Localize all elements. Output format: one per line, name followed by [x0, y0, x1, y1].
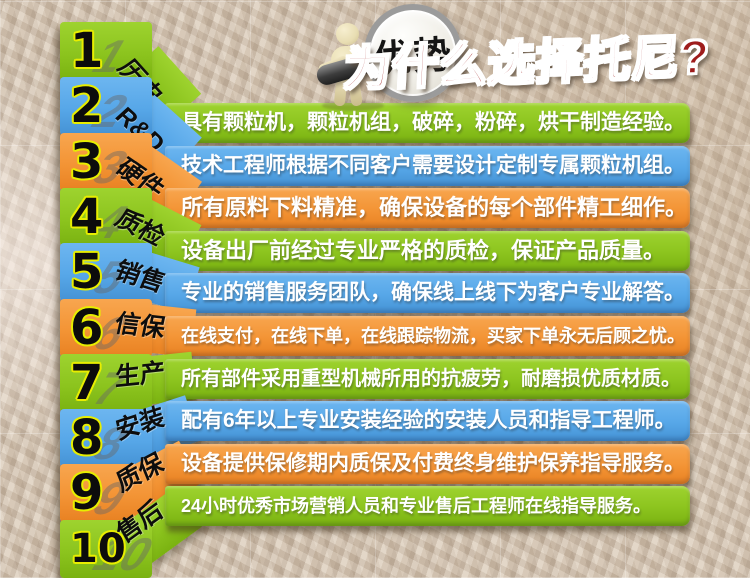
row-number: 9 [70, 465, 104, 522]
number-block [60, 519, 152, 578]
feature-bar: 配有6年以上专业安装经验的安装人员和指导工程师。 [165, 401, 690, 442]
row-number: 1 [70, 23, 104, 79]
feature-bar: 24小时优秀市场营销人员和专业售后工程师在线指导服务。 [165, 486, 690, 527]
feature-bar: 设备提供保修期内质保及付费终身维护保养指导服务。 [165, 443, 690, 484]
feature-bar: 具有颗粒机，颗粒机组，破碎，粉碎，烘干制造经验。 [165, 103, 690, 143]
number-block [60, 298, 152, 357]
feature-text: 所有原料下料精准，确保设备的每个部件精工细作。 [181, 195, 688, 221]
number-block [60, 353, 152, 412]
feature-text: 设备提供保修期内质保及付费终身维护保养指导服务。 [181, 451, 685, 475]
feature-text: 24小时优秀市场营销人员和专业售后工程师在线指导服务。 [181, 496, 652, 517]
page-title: 为什么选择托尼? [342, 29, 712, 97]
number-wrap: 1 1 [60, 22, 152, 82]
row-number: 6 [70, 299, 104, 356]
feature-text: 专业的销售服务团队，确保线上线下为客户专业解答。 [181, 281, 685, 305]
row-number: 8 [70, 410, 104, 467]
feature-bar: 技术工程师根据不同客户需要设计定制专属颗粒机组。 [165, 145, 690, 186]
number-wrap: 8 8 [60, 409, 152, 469]
advantage-badge: 优势 [150, 0, 462, 130]
number-wrap: 3 3 [60, 133, 152, 193]
feature-bar: 所有原料下料精准，确保设备的每个部件精工细作。 [165, 188, 690, 229]
number-block [60, 464, 152, 523]
number-wrap: 5 5 [60, 243, 152, 303]
row-number: 2 [70, 78, 104, 135]
number-wrap: 4 4 [60, 188, 152, 248]
row-number: 10 [70, 525, 126, 572]
number-wrap: 2 2 [60, 77, 152, 137]
number-wrap: 7 7 [60, 354, 152, 414]
feature-text: 设备出厂前经过专业严格的质检，保证产品质量。 [181, 237, 666, 263]
feature-bar: 所有部件采用重型机械所用的抗疲劳，耐磨损优质材质。 [165, 358, 690, 399]
number-block [60, 187, 152, 246]
row-number: 7 [70, 354, 104, 411]
mascot-figure [336, 23, 359, 45]
number-wrap: 6 6 [60, 299, 152, 359]
row-number: 4 [70, 188, 104, 245]
feature-bar: 在线支付，在线下单，在线跟踪物流，买家下单永无后顾之忧。 [165, 316, 690, 356]
feature-text: 技术工程师根据不同客户需要设计定制专属颗粒机组。 [181, 153, 685, 177]
row-number: 3 [70, 133, 104, 190]
feature-bar: 专业的销售服务团队，确保线上线下为客户专业解答。 [165, 273, 690, 314]
feature-text: 所有部件采用重型机械所用的抗疲劳，耐磨损优质材质。 [181, 367, 681, 390]
number-block [60, 132, 152, 191]
number-wrap: 10 10 [60, 520, 164, 578]
number-block [60, 243, 152, 302]
feature-bar: 设备出厂前经过专业严格的质检，保证产品质量。 [165, 230, 690, 271]
feature-text: 配有6年以上专业安装经验的安装人员和指导工程师。 [181, 409, 676, 433]
feature-text: 在线支付，在线下单，在线跟踪物流，买家下单永无后顾之忧。 [181, 326, 685, 346]
feature-text: 具有颗粒机，颗粒机组，破碎，粉碎，烘干制造经验。 [181, 111, 685, 134]
number-block [60, 409, 152, 468]
magnifier-lens-icon: 优势 [364, 4, 462, 102]
row-number: 5 [70, 244, 104, 301]
number-block [60, 22, 152, 80]
number-block [60, 77, 152, 136]
number-wrap: 9 9 [60, 464, 152, 524]
